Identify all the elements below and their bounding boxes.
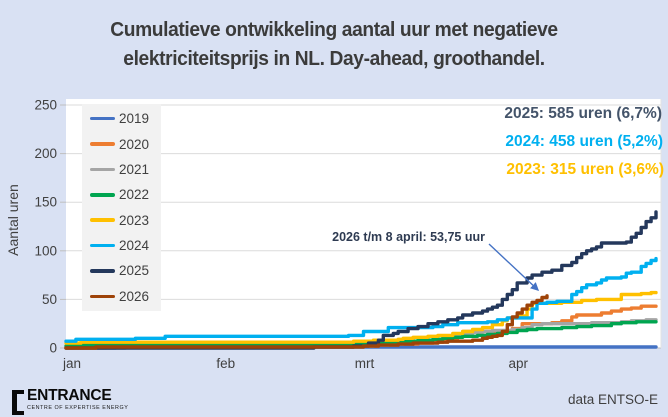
annotation-2024-total: 2024: 458 uren (5,2%) (505, 133, 663, 150)
legend-label: 2026 (119, 288, 150, 304)
chart-title-line1: Cumulatieve ontwikkeling aantal uur met … (110, 19, 558, 41)
x-tick-label-apr: apr (508, 356, 528, 371)
legend-swatch-icon (90, 243, 115, 248)
y-tick-label: 150 (34, 195, 57, 210)
legend-label: 2025 (119, 263, 150, 279)
legend-swatch-icon (90, 269, 115, 273)
annotation-2025-total: 2025: 585 uren (6,7%) (504, 105, 662, 122)
annotation-2023-total: 2023: 315 uren (3,6%) (506, 161, 664, 178)
legend-label: 2019 (119, 111, 150, 127)
series-line-2026 (64, 294, 549, 350)
entrance-logo-subtext: CENTRE OF EXPERTISE ENERGY (27, 405, 129, 411)
entrance-bracket-icon (12, 390, 24, 415)
legend-swatch-icon (90, 167, 115, 172)
annotation-2026-callout: 2026 t/m 8 april: 53,75 uur (332, 230, 485, 244)
legend-item-2023[interactable]: 2023 (82, 213, 161, 228)
legend-item-2024[interactable]: 2024 (82, 238, 161, 253)
y-tick-label: 200 (34, 146, 57, 161)
x-tick-label-mrt: mrt (355, 356, 375, 371)
entrance-logo-text: ENTRANCE (27, 387, 112, 404)
series-line-2023 (64, 290, 658, 345)
chart-title-line2: elektriciteitsprijs in NL. Day-ahead, gr… (123, 48, 545, 70)
legend-item-2022[interactable]: 2022 (82, 187, 161, 202)
legend-item-2026[interactable]: 2026 (82, 289, 161, 304)
chart-title: Cumulatieve ontwikkeling aantal uur met … (13, 16, 654, 74)
entrance-logo: ENTRANCE CENTRE OF EXPERTISE ENERGY (12, 388, 128, 415)
y-tick-label: 100 (34, 243, 57, 258)
legend-swatch-icon (90, 116, 115, 121)
legend-label: 2020 (119, 136, 150, 152)
legend-item-2019[interactable]: 2019 (82, 111, 161, 126)
y-tick-label: 250 (34, 98, 57, 113)
y-tick-label: 0 (49, 341, 57, 356)
y-axis-title: Aantal uren (5, 184, 21, 256)
legend-item-2020[interactable]: 2020 (82, 137, 161, 152)
legend-label: 2022 (119, 187, 150, 203)
legend-swatch-icon (90, 218, 115, 222)
annotation-arrow (488, 243, 540, 291)
x-tick-label-jan: jan (62, 356, 81, 371)
legend-item-2025[interactable]: 2025 (82, 263, 161, 278)
legend-label: 2021 (119, 161, 150, 177)
series-line-2025 (64, 210, 658, 350)
y-tick-label: 50 (42, 292, 57, 307)
legend-label: 2023 (119, 212, 150, 228)
series-line-2022 (64, 320, 658, 348)
legend-swatch-icon (90, 294, 115, 299)
legend-swatch-icon (90, 193, 115, 197)
legend-item-2021[interactable]: 2021 (82, 162, 161, 177)
plot-area (66, 99, 661, 348)
legend-label: 2024 (119, 238, 150, 254)
x-tick-label-feb: feb (216, 356, 235, 371)
data-source-label: data ENTSO-E (567, 392, 658, 407)
legend-swatch-icon (90, 142, 115, 146)
chart-legend: 2019 2020 2021 2022 2023 2024 2025 2026 (82, 104, 161, 311)
series-line-2024 (64, 256, 658, 343)
